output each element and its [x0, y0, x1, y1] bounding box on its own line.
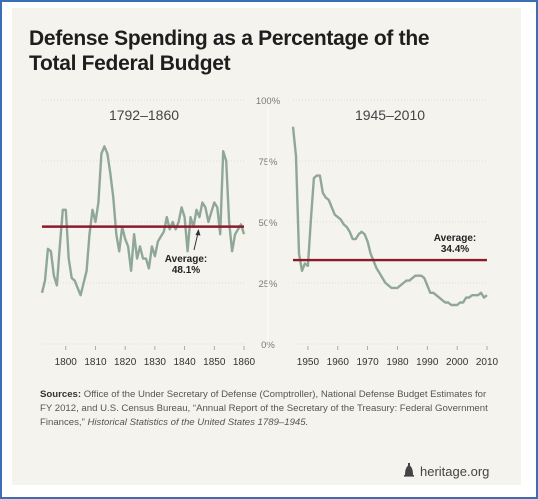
x-tick-label: 1810 [84, 357, 107, 368]
x-tick-label: 1850 [203, 357, 226, 368]
x-tick-label: 2000 [446, 357, 469, 368]
x-tick-label: 1980 [386, 357, 409, 368]
average-label: 34.4% [441, 244, 469, 255]
chart-panel [12, 8, 521, 485]
x-tick-label: 1970 [356, 357, 379, 368]
liberty-bell-icon [404, 463, 414, 477]
x-tick-label: 1840 [173, 357, 196, 368]
title-line-1: Defense Spending as a Percentage of the [29, 27, 430, 50]
x-tick-label: 1960 [327, 357, 350, 368]
x-tick-label: 1820 [114, 357, 137, 368]
sources-italic: Historical Statistics of the United Stat… [87, 417, 309, 428]
x-tick-label: 1990 [416, 357, 439, 368]
average-label: Average: [434, 233, 476, 244]
y-tick-label: 100% [256, 96, 281, 107]
average-arrow-head [195, 229, 201, 236]
heritage-logo[interactable]: heritage.org [420, 464, 490, 479]
title-line-2: Total Federal Budget [29, 52, 231, 75]
average-label: 48.1% [172, 265, 200, 276]
x-tick-label: 1860 [233, 357, 256, 368]
panel-title: 1792–1860 [109, 107, 179, 123]
average-arrow [193, 232, 199, 251]
panel-title: 1945–2010 [355, 107, 425, 123]
x-tick-label: 1830 [144, 357, 167, 368]
series-line [40, 145, 246, 297]
chart-title: Defense Spending as a Percentage of the … [29, 26, 499, 76]
sources-label: Sources: [40, 389, 82, 400]
x-tick-label: 1950 [297, 357, 320, 368]
sources-text: Office of the Under Secretary of Defense… [40, 389, 488, 428]
average-label: Average: [165, 254, 207, 265]
x-tick-label: 1800 [55, 357, 78, 368]
series-line [291, 126, 488, 307]
x-tick-label: 2010 [476, 357, 499, 368]
sources-note: Sources: Office of the Under Secretary o… [40, 388, 500, 430]
